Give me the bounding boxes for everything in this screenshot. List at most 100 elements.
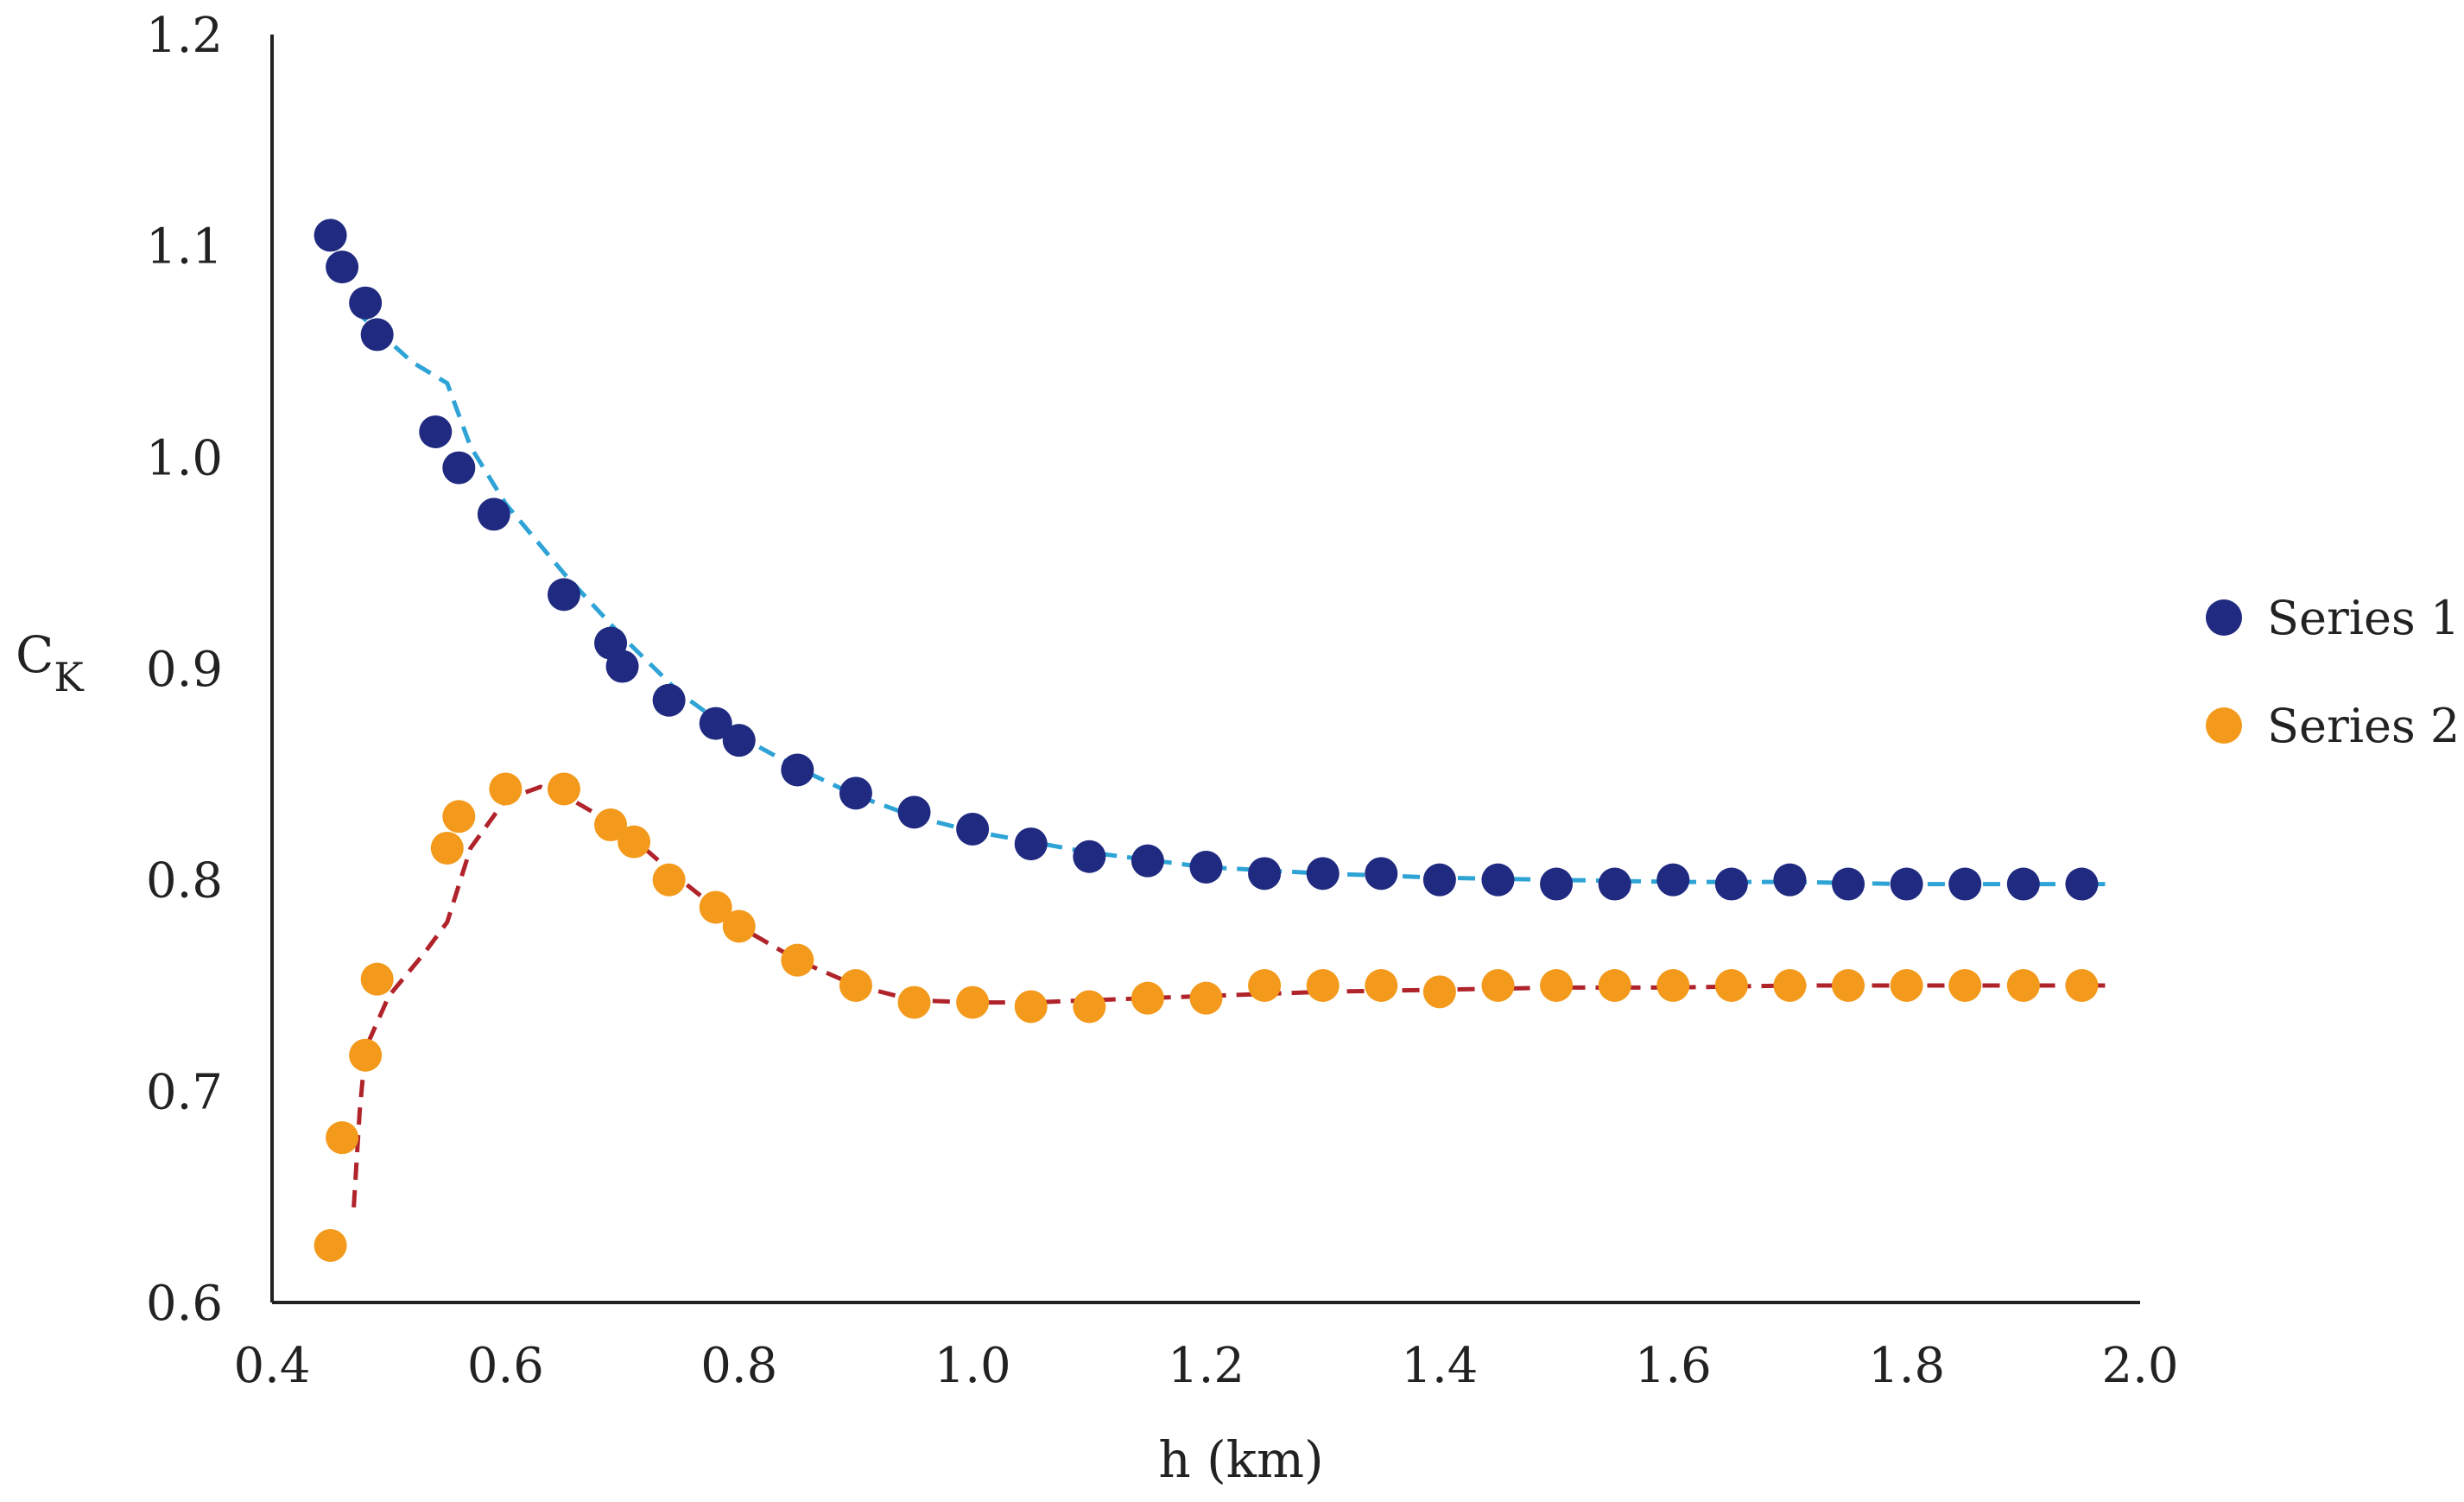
x-tick-label: 1.6 xyxy=(1635,1338,1712,1394)
series-2-point xyxy=(2065,969,2099,1002)
series-2-point xyxy=(1656,969,1690,1002)
series-2-point xyxy=(1189,981,1223,1015)
series-1-point xyxy=(699,707,732,740)
x-tick-label: 1.8 xyxy=(1868,1338,1945,1394)
data-points xyxy=(314,219,2099,1262)
series-2-point xyxy=(1773,969,1807,1002)
series-2-point xyxy=(781,943,814,977)
series-1-point xyxy=(1714,867,1748,901)
series-2-point xyxy=(956,985,990,1019)
series-1-point xyxy=(547,578,580,612)
legend-label-series-1: Series 1 xyxy=(2267,591,2460,645)
y-axis-title-subscript: K xyxy=(54,654,85,700)
y-tick-label: 0.7 xyxy=(146,1064,223,1120)
x-tick-label: 0.6 xyxy=(467,1338,544,1394)
series-2-point xyxy=(1073,990,1106,1024)
series-2-point xyxy=(1014,990,1048,1024)
series-2-point xyxy=(1948,969,1982,1002)
series-2-point xyxy=(360,962,394,996)
series-1-point xyxy=(781,753,814,787)
series-1-point xyxy=(1832,867,1865,901)
legend-marker-series-1 xyxy=(2206,599,2242,636)
series-1-point xyxy=(2065,867,2099,901)
x-tick-label: 0.8 xyxy=(700,1338,777,1394)
series-2-point xyxy=(1422,975,1456,1009)
series-2-point xyxy=(314,1228,347,1262)
series-1-point xyxy=(1422,863,1456,897)
series-1-point xyxy=(349,286,383,320)
series-2-point xyxy=(430,831,464,865)
series-2-point xyxy=(1540,969,1574,1002)
series-2-point xyxy=(1890,969,1923,1002)
y-tick-label: 0.6 xyxy=(146,1276,223,1332)
series-1-point xyxy=(314,219,347,252)
series-1-point xyxy=(1656,863,1690,897)
series-2-point xyxy=(1306,969,1340,1002)
series-2-point xyxy=(326,1121,359,1155)
series-2-point xyxy=(699,890,732,924)
series-1-point xyxy=(1890,867,1923,901)
trend-lines xyxy=(352,307,2106,1208)
series-2-point xyxy=(1365,969,1398,1002)
series-1-point xyxy=(1131,844,1164,878)
y-tick-label: 0.8 xyxy=(146,853,223,909)
series-2-point xyxy=(722,909,756,943)
series-2-trend-line xyxy=(352,784,2106,1208)
series-1-point xyxy=(1365,857,1398,890)
series-1-point xyxy=(442,451,476,485)
series-1-point xyxy=(1540,867,1574,901)
series-1-point xyxy=(326,250,359,284)
series-1-point xyxy=(1481,863,1515,897)
x-tick-label: 1.0 xyxy=(934,1338,1011,1394)
series-1-point xyxy=(1306,857,1340,890)
series-1-point xyxy=(1948,867,1982,901)
y-axis-title: CK xyxy=(16,625,85,700)
x-axis-title: h (km) xyxy=(1158,1430,1323,1489)
axes xyxy=(270,35,2140,1304)
x-tick-label: 1.4 xyxy=(1401,1338,1478,1394)
series-2-point xyxy=(547,772,580,806)
series-1-point xyxy=(477,497,510,531)
series-2-point xyxy=(1832,969,1865,1002)
legend-label-series-2: Series 2 xyxy=(2267,699,2460,753)
series-2-point xyxy=(442,800,476,833)
series-1-point xyxy=(360,318,394,352)
x-tick-label: 1.2 xyxy=(1168,1338,1245,1394)
y-tick-label: 1.1 xyxy=(146,219,223,276)
series-2-point xyxy=(618,825,651,859)
x-tick-label: 0.4 xyxy=(233,1338,310,1394)
y-tick-label: 1.2 xyxy=(146,8,223,64)
series-1-point xyxy=(839,776,872,810)
series-2-point xyxy=(489,772,523,806)
series-1-trend-line xyxy=(352,307,2106,887)
y-tick-label: 1.0 xyxy=(146,430,223,486)
y-tick-label: 0.9 xyxy=(146,642,223,698)
x-tick-label: 2.0 xyxy=(2101,1338,2178,1394)
series-2-point xyxy=(1714,969,1748,1002)
series-1-point xyxy=(605,650,639,683)
series-1-point xyxy=(1248,857,1282,890)
series-1-point xyxy=(652,683,686,717)
series-1-point xyxy=(1773,863,1807,897)
series-2-point xyxy=(1248,969,1282,1002)
series-2-point xyxy=(349,1038,383,1072)
series-2-point xyxy=(2006,969,2040,1002)
series-1-point xyxy=(1598,867,1631,901)
series-1-point xyxy=(897,795,931,829)
series-2-point xyxy=(1598,969,1631,1002)
series-1-point xyxy=(956,812,990,846)
series-1-point xyxy=(2006,867,2040,901)
series-2-point xyxy=(652,863,686,897)
series-1-point xyxy=(722,724,756,757)
series-1-point xyxy=(419,415,453,448)
series-2-point xyxy=(897,985,931,1019)
legend: Series 1 Series 2 xyxy=(2206,591,2460,753)
legend-marker-series-2 xyxy=(2206,707,2242,744)
series-1-point xyxy=(1014,827,1048,861)
series-1-point xyxy=(1073,840,1106,873)
y-axis-title-main: C xyxy=(16,625,54,684)
series-1-point xyxy=(1189,850,1223,884)
series-2-point xyxy=(1481,969,1515,1002)
